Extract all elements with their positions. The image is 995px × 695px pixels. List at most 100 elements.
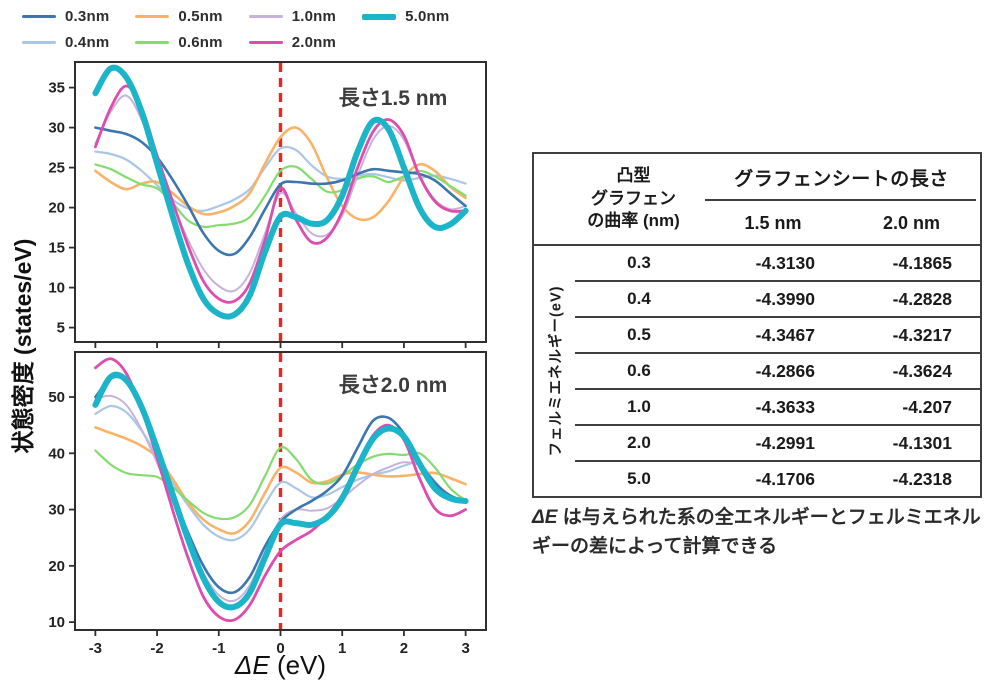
energy-1.5nm-cell: -4.1706: [755, 468, 815, 489]
legend-line-swatch: [248, 15, 283, 18]
series-path-0.6nm: [94, 163, 467, 229]
y-tick-label: 10: [48, 280, 65, 297]
table-span-header: グラフェンシートの長さ: [734, 169, 949, 190]
legend-item-5.0nm: 5.0nm: [362, 5, 449, 28]
legend-line-swatch: [248, 40, 283, 45]
table-subheader-2.0nm: 2.0 nm: [882, 213, 941, 233]
span-header-underline: [705, 199, 976, 201]
caption-delta-e: ΔE: [532, 507, 558, 528]
table-header-curvature: 凸型 グラフェン の曲率 (nm): [587, 165, 680, 231]
table-row: 2.0 -4.2991 -4.1301: [575, 424, 980, 460]
curvature-cell: 5.0: [627, 469, 651, 488]
legend-label: 0.6nm: [178, 34, 223, 51]
legend-label: 0.4nm: [65, 34, 110, 51]
legend-line-swatch: [362, 13, 397, 20]
energy-1.5nm-cell: -4.2866: [755, 360, 815, 381]
series-path-5.0nm: [92, 371, 469, 611]
legend-column: 0.3nm 0.4nm: [22, 5, 109, 54]
y-tick-label: 15: [48, 240, 65, 257]
table-row: 0.6 -4.2866 -4.3624: [575, 352, 980, 388]
legend-item-0.3nm: 0.3nm: [22, 5, 109, 28]
y-tick-label: 5: [57, 320, 65, 337]
energy-2.0nm-cell: -4.1301: [892, 432, 952, 453]
y-tick-label: 50: [48, 389, 65, 406]
fermi-energy-axis-label: フェルミエネルギー(eV): [548, 285, 564, 457]
table-row: 0.5 -4.3467 -4.3217: [575, 316, 980, 352]
table-row: 0.3 -4.3130 -4.1865: [575, 246, 980, 280]
legend-label: 2.0nm: [291, 34, 337, 51]
series-path-0.3nm: [94, 375, 467, 595]
y-tick-label: 20: [48, 558, 65, 575]
curvature-cell: 2.0: [627, 433, 651, 452]
energy-1.5nm-cell: -4.2991: [755, 432, 815, 453]
table-row: 1.0 -4.3633 -4.207: [575, 388, 980, 424]
series-path-5.0nm: [92, 64, 469, 320]
energy-2.0nm-cell: -4.2828: [892, 288, 952, 309]
energy-2.0nm-cell: -4.2318: [892, 468, 952, 489]
x-tick-label: 2: [400, 640, 408, 657]
x-tick-label: 0: [276, 640, 284, 657]
y-axis-label: 状態密度 (states/eV): [10, 238, 36, 454]
legend-item-1.0nm: 1.0nm: [248, 5, 337, 28]
curvature-cell: 0.6: [627, 361, 651, 380]
legend-column: 1.0nm 2.0nm: [248, 5, 337, 54]
legend-column: 0.5nm 0.6nm: [135, 5, 223, 54]
legend-label: 1.0nm: [291, 8, 337, 25]
x-tick-label: 3: [461, 640, 469, 657]
fermi-energy-table: 凸型 グラフェン の曲率 (nm) グラフェンシートの長さ 1.5 nm 2.0…: [532, 152, 982, 498]
x-axis-label-math: ΔE: [234, 650, 270, 680]
panel-label-length-1.5nm: 長さ1.5 nm: [338, 87, 448, 110]
curvature-cell: 0.3: [627, 253, 651, 272]
legend-line-swatch: [22, 14, 56, 19]
table-row: 0.4 -4.3990 -4.2828: [575, 280, 980, 316]
y-tick-label: 20: [48, 200, 65, 217]
legend-label: 0.5nm: [178, 8, 223, 25]
table-header: 凸型 グラフェン の曲率 (nm) グラフェンシートの長さ 1.5 nm 2.0…: [534, 154, 980, 246]
legend-label: 5.0nm: [405, 8, 450, 25]
series-path-0.6nm: [94, 446, 467, 521]
table-row-label-column: フェルミエネルギー(eV): [534, 246, 575, 496]
legend-line-swatch: [135, 41, 170, 44]
table-subheaders: 1.5 nm 2.0 nm: [703, 213, 980, 244]
curvature-cell: 1.0: [627, 397, 651, 416]
series-group: [92, 64, 469, 320]
y-tick-label: 25: [48, 160, 65, 177]
x-axis-label: ΔE (eV): [75, 650, 486, 681]
table-caption: ΔE は与えられた系の全エネルギーとフェルミエネルギーの差によって計算できる: [532, 504, 984, 561]
x-tick-label: -1: [212, 640, 225, 657]
legend-line-swatch: [22, 41, 56, 44]
legend-item-2.0nm: 2.0nm: [248, 31, 337, 54]
y-tick-label: 30: [48, 502, 65, 519]
energy-1.5nm-cell: -4.3130: [755, 252, 815, 273]
energy-2.0nm-cell: -4.1865: [892, 252, 952, 273]
series-path-1.0nm: [94, 394, 467, 603]
energy-2.0nm-cell: -4.3624: [892, 360, 952, 381]
legend-line-swatch: [135, 14, 170, 19]
x-tick-label: -3: [89, 640, 102, 657]
y-tick-label: 35: [48, 80, 65, 97]
energy-2.0nm-cell: -4.207: [902, 396, 952, 417]
x-tick-label: -2: [150, 640, 163, 657]
y-tick-label: 40: [48, 445, 65, 462]
energy-1.5nm-cell: -4.3633: [755, 396, 815, 417]
table-subheader-1.5nm: 1.5 nm: [744, 213, 802, 233]
legend-column: 5.0nm: [362, 5, 449, 54]
table-header-sheet-length: グラフェンシートの長さ 1.5 nm 2.0 nm: [703, 154, 980, 244]
series-group: [92, 357, 469, 623]
table-rows: 0.3 -4.3130 -4.1865 0.4 -4.3990 -4.2828 …: [575, 246, 980, 496]
legend-item-0.4nm: 0.4nm: [22, 31, 109, 54]
table-body: フェルミエネルギー(eV) 0.3 -4.3130 -4.1865 0.4 -4…: [534, 246, 980, 496]
y-tick-label: 10: [48, 614, 65, 631]
series-path-0.4nm: [94, 145, 467, 212]
table-row: 5.0 -4.1706 -4.2318: [575, 460, 980, 496]
legend: 0.3nm 0.4nm 0.5nm 0.6nm 1.0nm: [22, 5, 449, 54]
curvature-cell: 0.4: [627, 289, 651, 308]
x-axis-label-unit: (eV): [269, 650, 327, 680]
legend-item-0.5nm: 0.5nm: [135, 5, 223, 28]
legend-item-0.6nm: 0.6nm: [135, 31, 223, 54]
energy-2.0nm-cell: -4.3217: [892, 324, 952, 345]
caption-text: は与えられた系の全エネルギーとフェルミエネルギーの差によって計算できる: [532, 507, 981, 557]
panel-label-length-2.0nm: 長さ2.0 nm: [338, 374, 448, 397]
